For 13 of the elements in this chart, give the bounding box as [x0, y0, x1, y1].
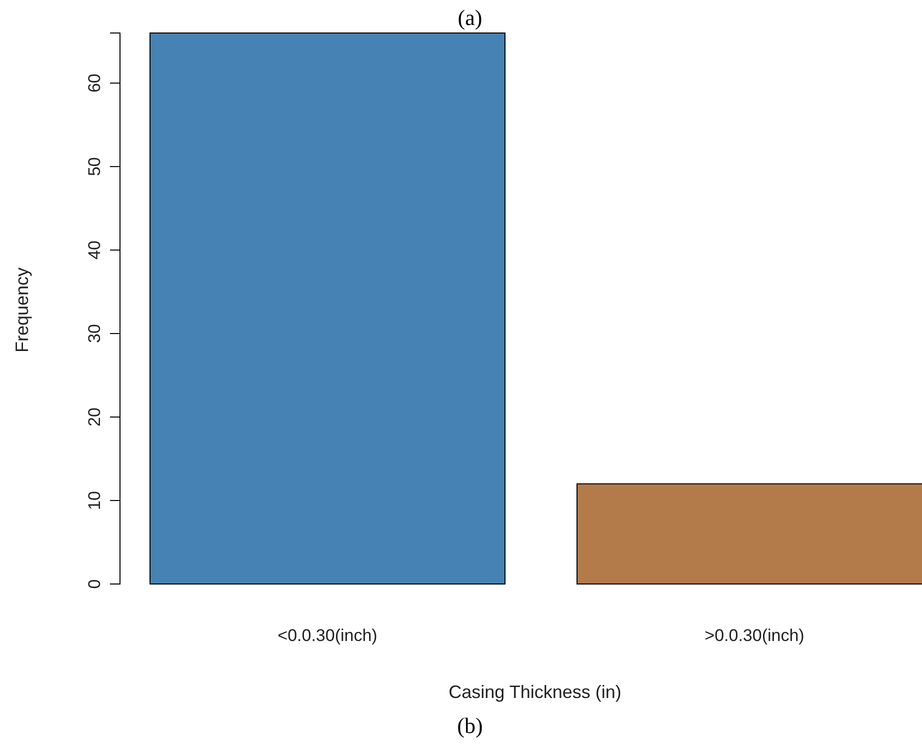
- y-tick-label: 40: [85, 240, 104, 260]
- x-tick-label: >0.0.30(inch): [704, 626, 804, 645]
- text: (a): [458, 5, 482, 30]
- y-tick-label: 30: [85, 324, 104, 344]
- y-tick-label: 10: [85, 491, 104, 510]
- x-axis-title: Casing Thickness (in): [448, 682, 622, 702]
- text: (b): [457, 713, 483, 738]
- y-axis-title: Frequency: [12, 267, 32, 353]
- y-tick-label: 60: [85, 74, 104, 93]
- y-tick-label: 50: [85, 157, 104, 176]
- x-tick-label: <0.0.30(inch): [278, 626, 378, 645]
- y-tick-label: 20: [85, 408, 104, 426]
- y-tick-label: 0: [85, 579, 104, 589]
